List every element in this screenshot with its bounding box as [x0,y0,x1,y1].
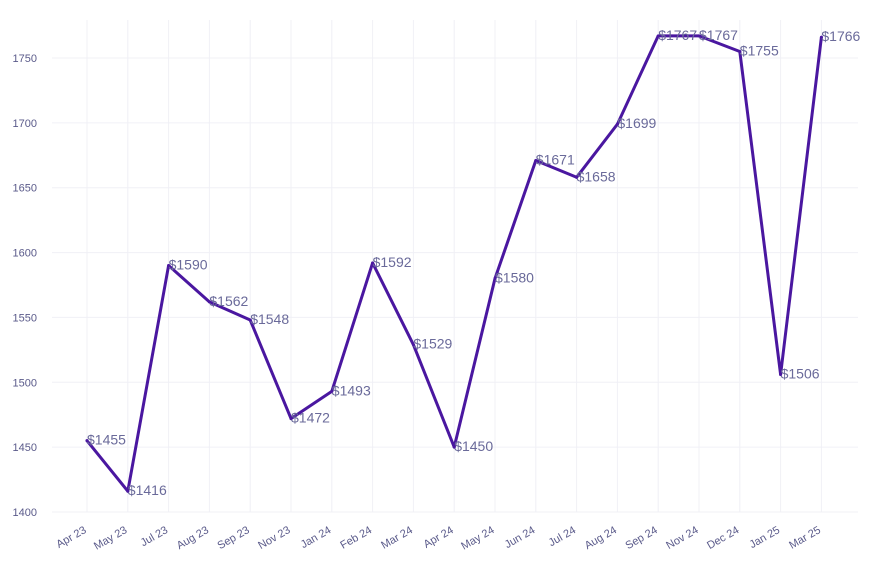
y-tick-label: 1400 [13,507,37,519]
x-tick-label: Dec 24 [705,524,741,552]
data-point [85,439,89,443]
grid [52,20,858,513]
x-tick-label: Jan 24 [299,524,334,551]
data-point [493,277,497,281]
data-label: $1699 [617,115,656,131]
data-label: $1493 [332,382,371,398]
x-tick-label: Feb 24 [338,524,374,552]
data-label: $1580 [495,270,534,286]
y-tick-label: 1750 [13,53,37,65]
data-point [126,489,130,493]
x-tick-label: Apr 24 [422,524,456,551]
data-point [656,34,660,38]
data-label: $1592 [373,254,412,270]
data-label: $1590 [169,257,208,273]
data-label: $1416 [128,482,167,498]
y-axis: 1400 1450 1500 1550 1600 1650 1700 1750 [13,53,37,519]
data-point [615,122,619,126]
y-tick-label: 1650 [13,183,37,195]
data-point [167,264,171,268]
data-point [779,373,783,377]
x-tick-label: May 24 [459,524,496,552]
y-tick-label: 1700 [13,118,37,130]
data-label: $1506 [781,366,820,382]
data-point [819,35,823,39]
x-tick-label: Aug 23 [175,524,211,552]
data-label: $1529 [413,336,452,352]
data-label: $1755 [740,43,779,59]
x-tick-label: Nov 23 [256,524,292,552]
x-tick-label: Jul 24 [547,524,578,549]
x-tick-label: Jun 24 [503,524,538,551]
data-point [534,158,538,162]
x-tick-label: Mar 24 [379,524,415,552]
data-point [452,445,456,449]
data-label: $1450 [454,438,493,454]
series [85,34,823,493]
data-label: $1767 [699,27,738,43]
data-point [289,417,293,421]
y-tick-label: 1450 [13,442,37,454]
x-tick-label: Mar 25 [787,524,823,552]
data-label: $1658 [577,168,616,184]
data-label: $1766 [821,28,860,44]
data-point [411,343,415,347]
x-tick-label: Apr 23 [54,524,88,551]
data-label: $1472 [291,410,330,426]
data-point [371,261,375,265]
data-label: $1767 [658,27,697,43]
data-point [697,34,701,38]
data-point [575,175,579,179]
x-tick-label: Sep 23 [215,524,251,552]
y-tick-label: 1600 [13,248,37,260]
x-tick-label: Aug 24 [583,524,619,552]
data-point [330,389,334,393]
data-point [248,318,252,322]
x-tick-label: Sep 24 [623,524,659,552]
x-tick-label: May 23 [92,524,129,552]
data-labels: $1455 $1416 $1590 $1562$1548 $1472$1493 $1592… [87,27,861,498]
data-label: $1562 [209,293,248,309]
data-label: $1671 [536,151,575,167]
data-point [738,50,742,54]
data-point [207,300,211,304]
x-axis: Apr 23 May 23 Jul 23 Aug 23 Sep 23 Nov 23 Jan … [54,524,822,552]
data-label: $1455 [87,432,126,448]
x-tick-label: Nov 24 [664,524,700,552]
x-tick-label: Jan 25 [747,524,782,551]
y-tick-label: 1500 [13,377,37,389]
y-tick-label: 1550 [13,312,37,324]
x-tick-label: Jul 23 [139,524,170,549]
data-label: $1548 [250,311,289,327]
